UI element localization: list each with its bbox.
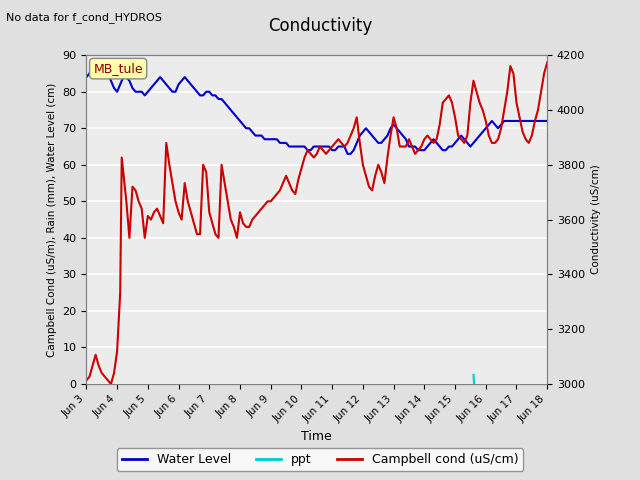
- Y-axis label: Campbell Cond (uS/m), Rain (mm), Water Level (cm): Campbell Cond (uS/m), Rain (mm), Water L…: [47, 83, 57, 357]
- Legend: Water Level, ppt, Campbell cond (uS/cm): Water Level, ppt, Campbell cond (uS/cm): [116, 448, 524, 471]
- X-axis label: Time: Time: [301, 430, 332, 443]
- Y-axis label: Conductivity (uS/cm): Conductivity (uS/cm): [591, 165, 601, 275]
- Text: MB_tule: MB_tule: [93, 62, 143, 75]
- Text: No data for f_cond_HYDROS: No data for f_cond_HYDROS: [6, 12, 163, 23]
- Text: Conductivity: Conductivity: [268, 17, 372, 35]
